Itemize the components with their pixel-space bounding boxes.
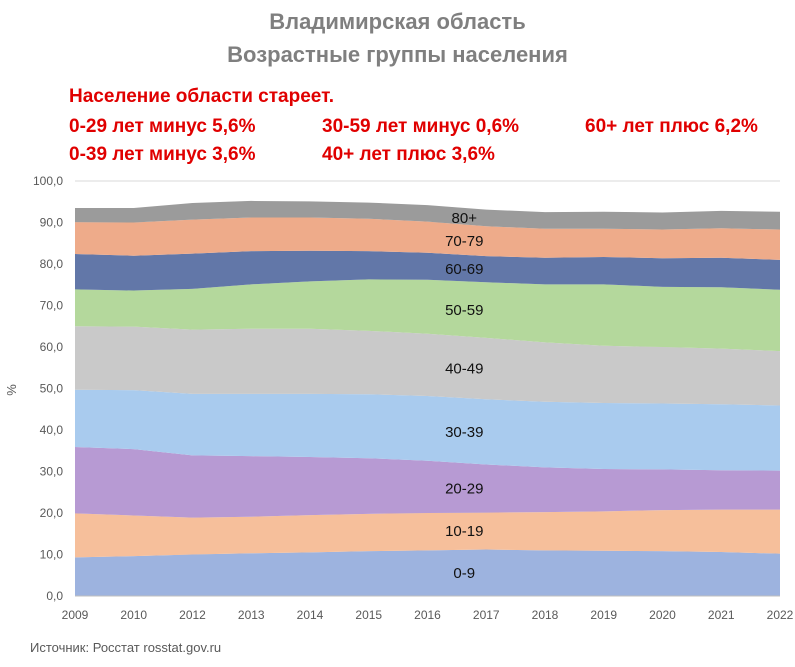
y-tick-label: 40,0 (40, 423, 64, 437)
y-tick-label: 50,0 (40, 382, 64, 396)
x-axis: 2009 2010 2012 2013 2014 2015 2016 2017 2018 2019… (62, 595, 794, 622)
y-tick-label: 20,0 (40, 506, 64, 520)
series-labels: 0-9 10-19 20-29 30-39 40-49 50-59 60-69 70-79 80… (445, 210, 483, 582)
chart-subtitle: Возрастные группы населения (227, 42, 568, 67)
x-tick-label: 2013 (238, 608, 265, 622)
y-tick-label: 0,0 (46, 589, 63, 603)
x-tick-label: 2010 (120, 608, 147, 622)
x-tick-label: 2009 (62, 608, 89, 622)
x-tick-label: 2020 (649, 608, 676, 622)
area-70-79 (75, 217, 780, 260)
area-50-59 (75, 279, 780, 352)
series-label: 50-59 (445, 302, 483, 319)
y-tick-label: 70,0 (40, 299, 64, 313)
source-note: Источник: Росстат rosstat.gov.ru (30, 640, 222, 655)
x-tick-label: 2012 (179, 608, 206, 622)
series-label: 30-39 (445, 424, 483, 441)
area-series (75, 200, 780, 596)
series-label: 60-69 (445, 261, 483, 278)
area-0-9 (75, 549, 780, 596)
y-tick-label: 100,0 (33, 174, 63, 188)
area-20-29 (75, 447, 780, 518)
series-label: 40-49 (445, 361, 483, 378)
note-0-29: 0-29 лет минус 5,6% (69, 116, 256, 137)
series-label: 20-29 (445, 481, 483, 498)
x-tick-label: 2015 (355, 608, 382, 622)
x-tick-label: 2018 (532, 608, 559, 622)
note-0-39: 0-39 лет минус 3,6% (69, 144, 256, 165)
note-60-plus: 60+ лет плюс 6,2% (585, 116, 758, 137)
note-40-plus: 40+ лет плюс 3,6% (322, 144, 495, 165)
area-80plus (75, 200, 780, 230)
series-label: 10-19 (445, 523, 483, 540)
area-30-39 (75, 389, 780, 471)
x-tick-label: 2021 (708, 608, 735, 622)
chart-title: Владимирская область (269, 9, 526, 34)
area-60-69 (75, 250, 780, 291)
x-tick-label: 2019 (590, 608, 617, 622)
note-30-59: 30-59 лет минус 0,6% (322, 116, 520, 137)
x-tick-label: 2017 (473, 608, 500, 622)
x-tick-label: 2022 (767, 608, 794, 622)
y-tick-label: 10,0 (40, 548, 64, 562)
series-label: 0-9 (453, 565, 475, 582)
x-tick-label: 2014 (297, 608, 324, 622)
note-headline: Население области стареет. (69, 86, 334, 107)
y-tick-label: 90,0 (40, 216, 64, 230)
area-40-49 (75, 326, 780, 406)
y-tick-label: 60,0 (40, 340, 64, 354)
area-10-19 (75, 509, 780, 558)
y-tick-label: 80,0 (40, 257, 64, 271)
series-label: 80+ (452, 210, 478, 227)
y-axis: 0,0 10,0 20,0 30,0 40,0 50,0 60,0 70,0 80,0 90,0 1… (33, 174, 63, 603)
y-tick-label: 30,0 (40, 465, 64, 479)
y-axis-label: % (4, 384, 19, 396)
series-label: 70-79 (445, 233, 483, 250)
x-tick-label: 2016 (414, 608, 441, 622)
